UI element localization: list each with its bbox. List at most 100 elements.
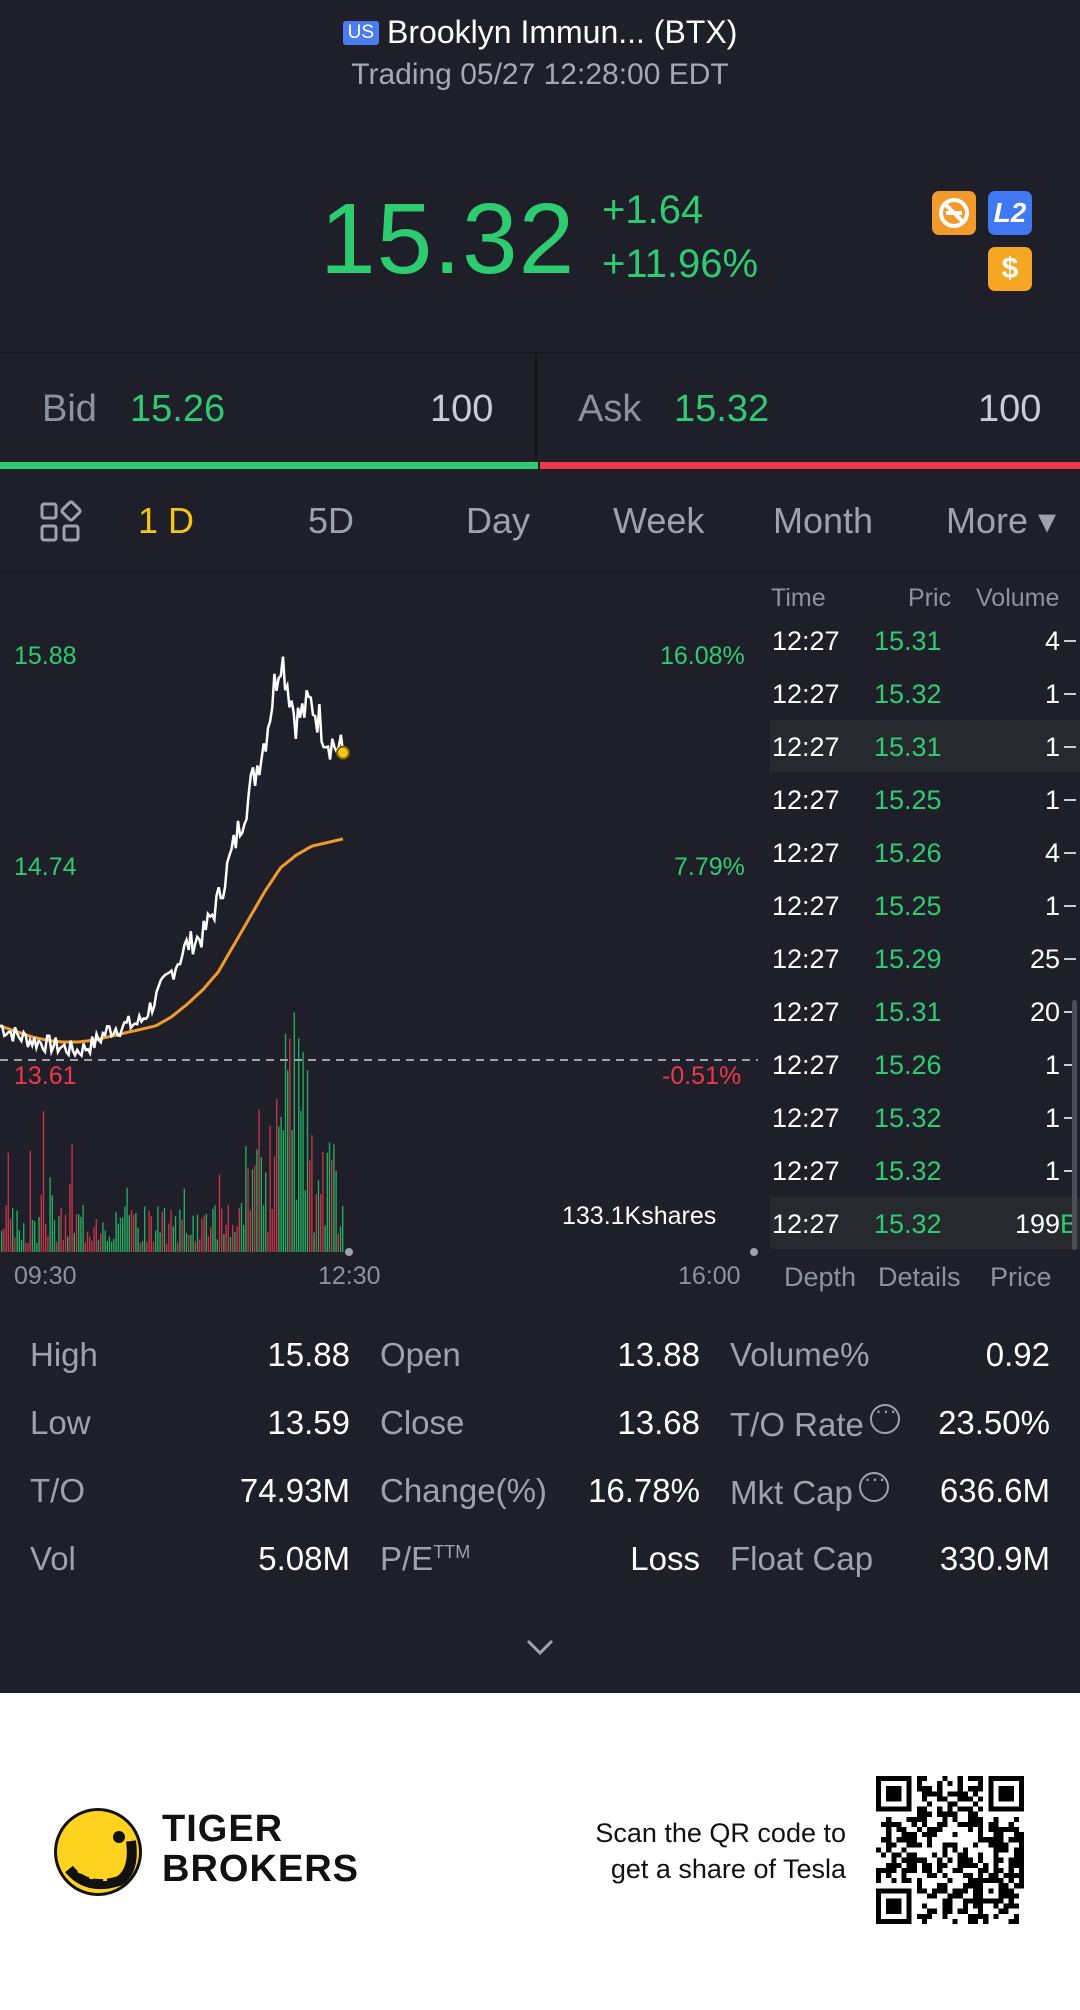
ts-scrollbar[interactable] [1072,1000,1077,1250]
volume-bar [155,1230,157,1252]
price-line [0,656,345,1059]
ts-volume: 1 [1044,732,1060,762]
volume-bar [124,1206,126,1252]
tab-week[interactable]: Week [613,500,705,541]
volume-bar [40,1194,42,1252]
volume-bar [337,1233,339,1252]
volume-bar [78,1214,80,1252]
volume-bar [29,1150,31,1252]
volume-bar [317,1180,320,1252]
volume-bar [31,1219,34,1252]
volume-bar [225,1224,227,1252]
volume-bar [291,1130,293,1252]
volume-bar [135,1212,137,1252]
bid-price[interactable]: 15.26 [130,388,226,430]
volume-bar [166,1243,168,1252]
volume-bar [293,1012,295,1252]
tab-price[interactable]: Price [990,1262,1052,1292]
tab-more[interactable]: More ▾ [946,500,1057,541]
volume-bar [161,1211,163,1252]
stat-open-label: Open [380,1336,461,1373]
tab-day[interactable]: Day [466,500,531,541]
volume-bar [5,1205,7,1252]
volume-bar [168,1223,170,1252]
ts-volume: 4 [1044,626,1060,656]
volume-bar [262,1205,265,1252]
volume-bar [51,1195,53,1252]
halt-icon[interactable] [932,191,976,235]
volume-bar [177,1242,179,1252]
stat-floatcap-label: Float Cap [730,1540,874,1577]
volume-bar [23,1223,25,1252]
volume-bar [49,1177,51,1252]
ask-price[interactable]: 15.32 [674,388,770,430]
qr-code-icon[interactable] [876,1776,1024,1924]
expand-chevron-icon[interactable] [525,1624,555,1666]
volume-bar [328,1142,331,1252]
tab-month[interactable]: Month [773,500,874,541]
volume-bar [100,1233,102,1252]
promo-text-line2: get a share of Tesla [610,1854,846,1884]
intraday-chart[interactable] [0,572,770,1302]
ts-volume: 1 [1044,679,1060,709]
torate-info-icon[interactable] [869,1398,900,1434]
volume-bar [117,1223,119,1252]
last-price: 15.32 [320,183,576,295]
volume-bar [251,1169,254,1252]
ts-row: 12:27 15.31 20 [770,985,1080,1037]
volume-bar [20,1239,23,1252]
ts-tick [1064,799,1076,801]
ask-size: 100 [978,388,1042,430]
x-label-end: 16:00 [678,1262,741,1290]
volume-bar [42,1111,45,1252]
tab-5d[interactable]: 5D [308,500,355,541]
volume-bar [141,1241,144,1252]
ts-tick [1064,1117,1076,1119]
tab-1d[interactable]: 1 D [138,500,195,541]
ts-header-time: Time [771,584,826,612]
volume-bar [212,1208,214,1252]
stat-high-value: 15.88 [267,1336,350,1373]
volume-bar [302,1051,304,1252]
volume-bar [86,1231,89,1252]
ts-volume: 1 [1044,785,1060,815]
volume-bar [190,1234,192,1252]
volume-bar [3,1228,5,1252]
ts-row: 12:27 15.29 25 [770,932,1080,984]
volume-bar [133,1214,135,1252]
bid-label: Bid [42,388,97,430]
volume-bar [56,1241,58,1252]
volume-bar [203,1215,205,1252]
volume-bar [16,1210,18,1252]
volume-bar [304,1190,306,1252]
volume-bar [276,1098,278,1252]
dollar-icon[interactable]: $ [988,247,1032,291]
volume-bar [201,1218,203,1252]
layout-grid-icon[interactable] [38,500,82,549]
level2-icon[interactable]: L2 [988,191,1032,235]
volume-bar [73,1232,75,1252]
volume-bar [104,1230,106,1252]
volume-bar [214,1205,216,1252]
volume-bar [36,1242,38,1252]
y-label-low: 13.61 [14,1062,77,1090]
ts-time: 12:27 [772,997,840,1027]
ts-price: 15.25 [874,785,942,815]
mktcap-info-icon[interactable] [858,1466,889,1502]
volume-bar [289,1038,291,1252]
stat-change-value: 16.78% [588,1472,700,1509]
volume-bar [258,1109,260,1252]
stat-volpct-value: 0.92 [985,1336,1050,1373]
volume-bar [60,1207,62,1252]
volume-bar [18,1230,20,1252]
stat-pe-value: Loss [630,1540,700,1577]
tab-details[interactable]: Details [878,1262,961,1292]
ts-tick [1064,958,1076,960]
volume-bar [311,1135,313,1252]
volume-bar [342,1206,344,1252]
y-label-mid: 14.74 [14,853,77,881]
volume-bar [183,1188,185,1252]
volume-bar [119,1217,122,1252]
tab-depth[interactable]: Depth [784,1262,857,1292]
volume-bar [232,1224,234,1252]
